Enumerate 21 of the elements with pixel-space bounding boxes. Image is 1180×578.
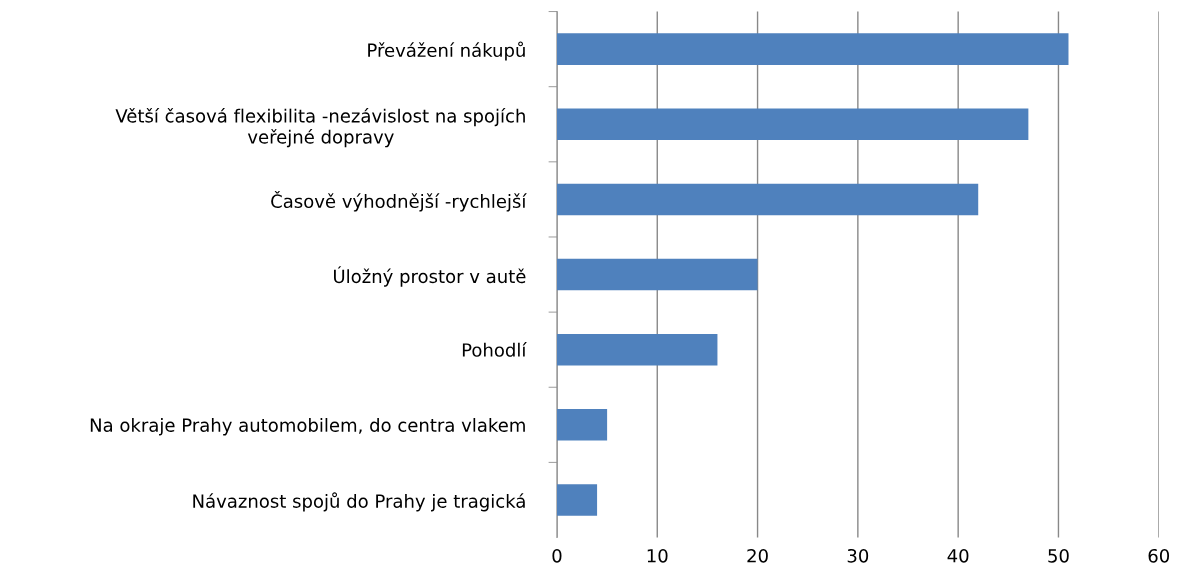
x-tick-label: 20 xyxy=(747,548,768,563)
y-tick-label: Větší časová flexibilita -nezávislost na spojích veřejné dopravy xyxy=(115,107,525,148)
bar xyxy=(556,484,598,516)
bar xyxy=(556,258,758,291)
bar xyxy=(556,108,1029,141)
x-tick-label: 0 xyxy=(552,548,562,563)
bar xyxy=(556,33,1069,65)
bar xyxy=(556,333,718,366)
x-tick-label: 40 xyxy=(947,548,969,563)
x-tick-label: 50 xyxy=(1048,548,1069,563)
bar xyxy=(556,183,979,216)
y-tick-label: Na okraje Prahy automobilem, do centra vlakem xyxy=(90,417,525,436)
x-tick-label: 30 xyxy=(847,548,869,563)
y-tick-label: Úložný prostor v autě xyxy=(334,266,526,287)
bar xyxy=(556,409,608,441)
y-tick-label: Pohodlí xyxy=(462,342,527,357)
y-tick-label: Časově výhodnější -rychlejší xyxy=(271,191,527,212)
y-tick-label: Převážení nákupů xyxy=(368,41,525,61)
y-tick-label: Návaznost spojů do Prahy je tragická xyxy=(193,492,525,512)
x-tick-label: 10 xyxy=(647,548,668,563)
x-tick-label: 60 xyxy=(1148,548,1170,563)
